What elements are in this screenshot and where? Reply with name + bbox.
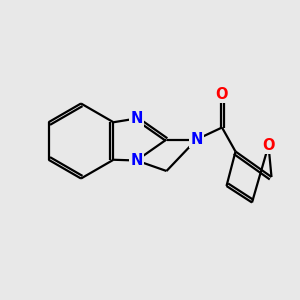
Text: O: O bbox=[216, 87, 228, 102]
Text: N: N bbox=[190, 132, 203, 147]
Text: O: O bbox=[262, 138, 275, 153]
Text: N: N bbox=[130, 111, 143, 126]
Text: N: N bbox=[130, 153, 143, 168]
